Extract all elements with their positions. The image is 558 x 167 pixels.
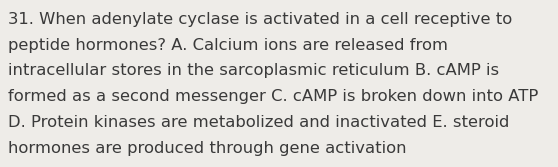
Text: formed as a second messenger C. cAMP is broken down into ATP: formed as a second messenger C. cAMP is … — [8, 89, 538, 104]
Text: peptide hormones? A. Calcium ions are released from: peptide hormones? A. Calcium ions are re… — [8, 38, 448, 53]
Text: D. Protein kinases are metabolized and inactivated E. steroid: D. Protein kinases are metabolized and i… — [8, 115, 509, 130]
Text: 31. When adenylate cyclase is activated in a cell receptive to: 31. When adenylate cyclase is activated … — [8, 12, 512, 27]
Text: hormones are produced through gene activation: hormones are produced through gene activ… — [8, 141, 406, 156]
Text: intracellular stores in the sarcoplasmic reticulum B. cAMP is: intracellular stores in the sarcoplasmic… — [8, 63, 499, 78]
